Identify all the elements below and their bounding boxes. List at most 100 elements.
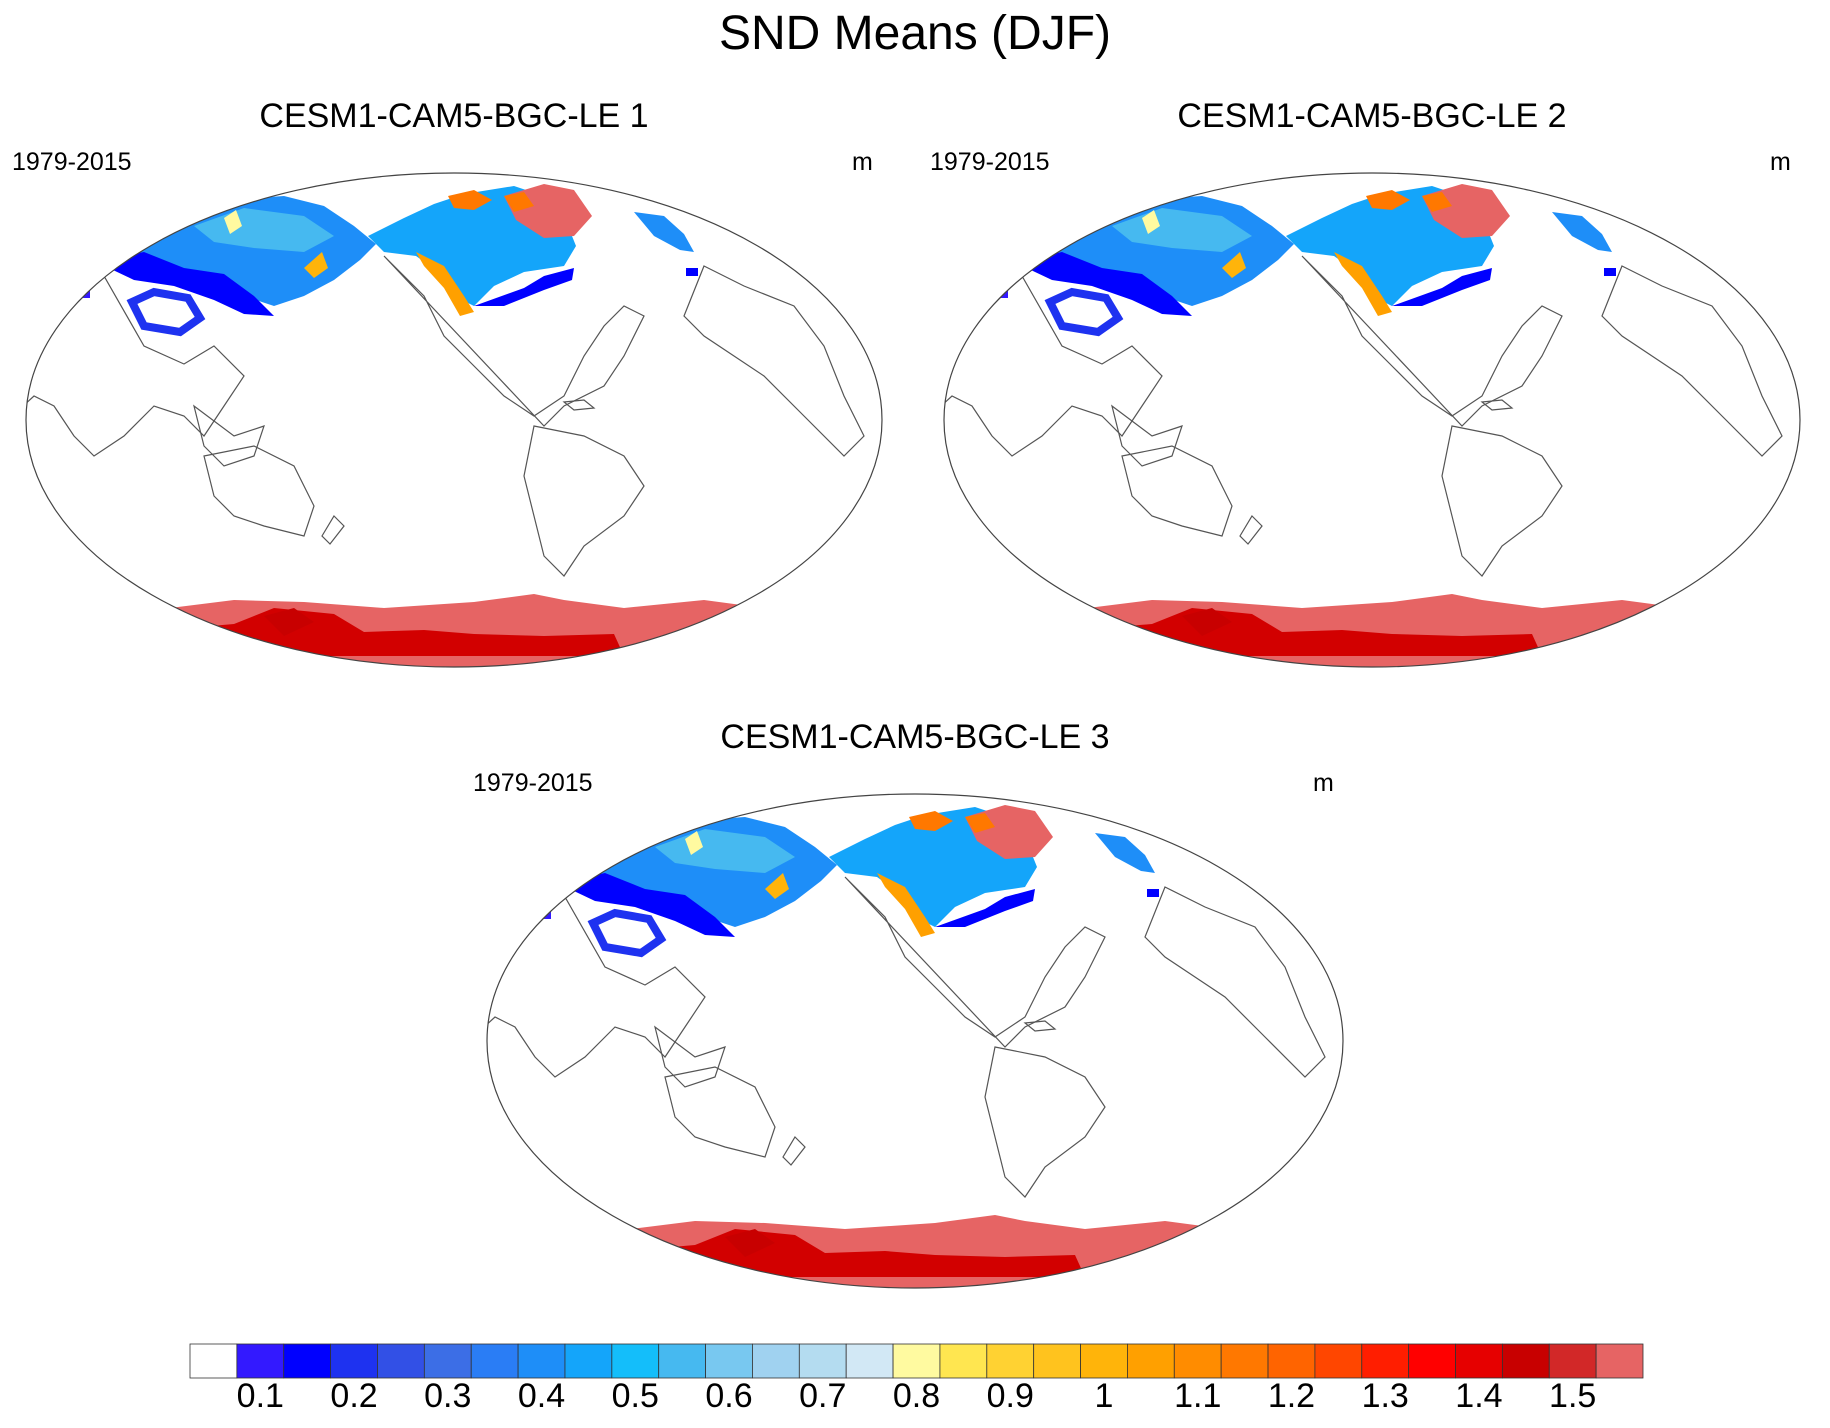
eurasia-yellow (685, 831, 703, 855)
colorbar-box (1033, 1343, 1081, 1379)
tibet-snow (587, 908, 667, 958)
kamchatka-orange (1222, 252, 1246, 278)
new-zealand-coast (1239, 515, 1263, 545)
iceland-snow (1604, 268, 1616, 276)
period-label: 1979-2015 (930, 148, 1050, 176)
greenland-margin (965, 813, 995, 833)
colorbar-tick-label: 1.3 (1361, 1377, 1409, 1415)
map-layers (944, 184, 1783, 667)
colorbar-box (658, 1343, 706, 1379)
iceland-snow (686, 268, 698, 276)
colorbar-box (189, 1343, 238, 1379)
colorbar-box (1595, 1343, 1644, 1379)
colorbar-box (1408, 1343, 1456, 1379)
colorbar-box (1314, 1343, 1363, 1379)
south-america-coast (984, 1046, 1106, 1198)
colorbar-tick-label: 1.5 (1549, 1377, 1597, 1415)
southeast-asia-coast (1111, 404, 1183, 467)
colorbar-box (1548, 1343, 1597, 1379)
tibet-snow (126, 287, 206, 337)
colorbar-box (892, 1343, 941, 1379)
eurasia-deep-blue (557, 873, 735, 937)
rockies-snow (1334, 252, 1392, 316)
scandinavia-snow (634, 212, 694, 252)
colorbar-box (1220, 1343, 1269, 1379)
antarctica-peak (1182, 608, 1232, 636)
panel-title: CESM1-CAM5-BGC-LE 2 (1177, 97, 1567, 135)
colorbar-tick-label: 1.2 (1267, 1377, 1316, 1415)
cuba-coast (1480, 399, 1514, 411)
australia-coast (664, 1066, 776, 1158)
eurasia-coast (26, 275, 245, 457)
period-label: 1979-2015 (12, 148, 132, 176)
colorbar-box (1501, 1343, 1550, 1379)
colorbar-tick-label: 0.7 (799, 1377, 847, 1415)
map-layers (487, 805, 1326, 1288)
colorbar-tick-label: 1.4 (1455, 1377, 1503, 1415)
greenland-margin (1422, 192, 1452, 212)
period-label: 1979-2015 (473, 769, 593, 797)
colorbar-box (236, 1343, 285, 1379)
colorbar-box (752, 1343, 800, 1379)
greenland-margin (504, 192, 534, 212)
map-panel-1: CESM1-CAM5-BGC-LE 1 1979-2015 m (4, 96, 904, 696)
tibet-snow (1044, 287, 1124, 337)
colorbar-box (1455, 1343, 1503, 1379)
north-america-coast (383, 255, 645, 427)
north-america-coast (1301, 255, 1563, 427)
map-panel-2: CESM1-CAM5-BGC-LE 2 1979-2015 m (922, 96, 1822, 696)
new-zealand-coast (782, 1136, 806, 1166)
eurasia-coast (487, 896, 706, 1078)
colorbar-tick-label: 0.3 (424, 1377, 472, 1415)
southeast-asia-coast (193, 404, 265, 467)
colorbar-tick-label: 0.8 (892, 1377, 941, 1415)
eurasia-yellow (1142, 210, 1160, 234)
colorbar-box (517, 1343, 566, 1379)
map-outline (486, 793, 1344, 1289)
panel-title: CESM1-CAM5-BGC-LE 1 (259, 97, 649, 135)
colorbar-box (377, 1343, 425, 1379)
africa-europe-coast (1601, 265, 1783, 457)
iceland-snow (1147, 889, 1159, 897)
eurasia-yellow (224, 210, 242, 234)
southeast-asia-coast (654, 1025, 726, 1088)
colorbar-box (1361, 1343, 1410, 1379)
colorbar-box (1267, 1343, 1316, 1379)
north-america-coast (844, 876, 1106, 1048)
colorbar-box (845, 1343, 894, 1379)
australia-coast (203, 445, 315, 537)
colorbar-box (1127, 1343, 1175, 1379)
colorbar-box (1080, 1343, 1128, 1379)
australia-coast (1121, 445, 1233, 537)
unit-label: m (852, 148, 873, 176)
scandinavia-snow (1552, 212, 1612, 252)
scandinavia-snow (1095, 833, 1155, 873)
eurasia-coast (944, 275, 1163, 457)
colorbar-box (1173, 1343, 1222, 1379)
eurasia-deep-blue (96, 252, 274, 316)
africa-europe-coast (683, 265, 865, 457)
great-lakes-snow (935, 889, 1035, 927)
great-lakes-snow (474, 268, 574, 306)
colorbar-box (283, 1343, 332, 1379)
unit-label: m (1770, 148, 1791, 176)
snow-depth-map (486, 793, 1344, 1289)
arctic-islands (448, 190, 492, 210)
south-america-coast (523, 425, 645, 577)
colorbar-tick-label: 1 (1094, 1377, 1114, 1415)
colorbar-tick-label: 0.9 (986, 1377, 1034, 1415)
rockies-snow (416, 252, 474, 316)
colorbar-tick-label: 0.4 (517, 1377, 566, 1415)
panel-title: CESM1-CAM5-BGC-LE 3 (720, 718, 1110, 756)
antarctica-peak (725, 1229, 775, 1257)
antarctica-peak (264, 608, 314, 636)
colorbar-box (611, 1343, 660, 1379)
africa-europe-coast (1144, 886, 1326, 1078)
figure-title: SND Means (DJF) (718, 7, 1112, 60)
map-panel-3: CESM1-CAM5-BGC-LE 3 1979-2015 m (465, 717, 1365, 1317)
arctic-islands (909, 811, 953, 831)
colorbar-box (564, 1343, 613, 1379)
kamchatka-orange (304, 252, 328, 278)
map-outline (943, 172, 1801, 668)
arctic-islands (1366, 190, 1410, 210)
